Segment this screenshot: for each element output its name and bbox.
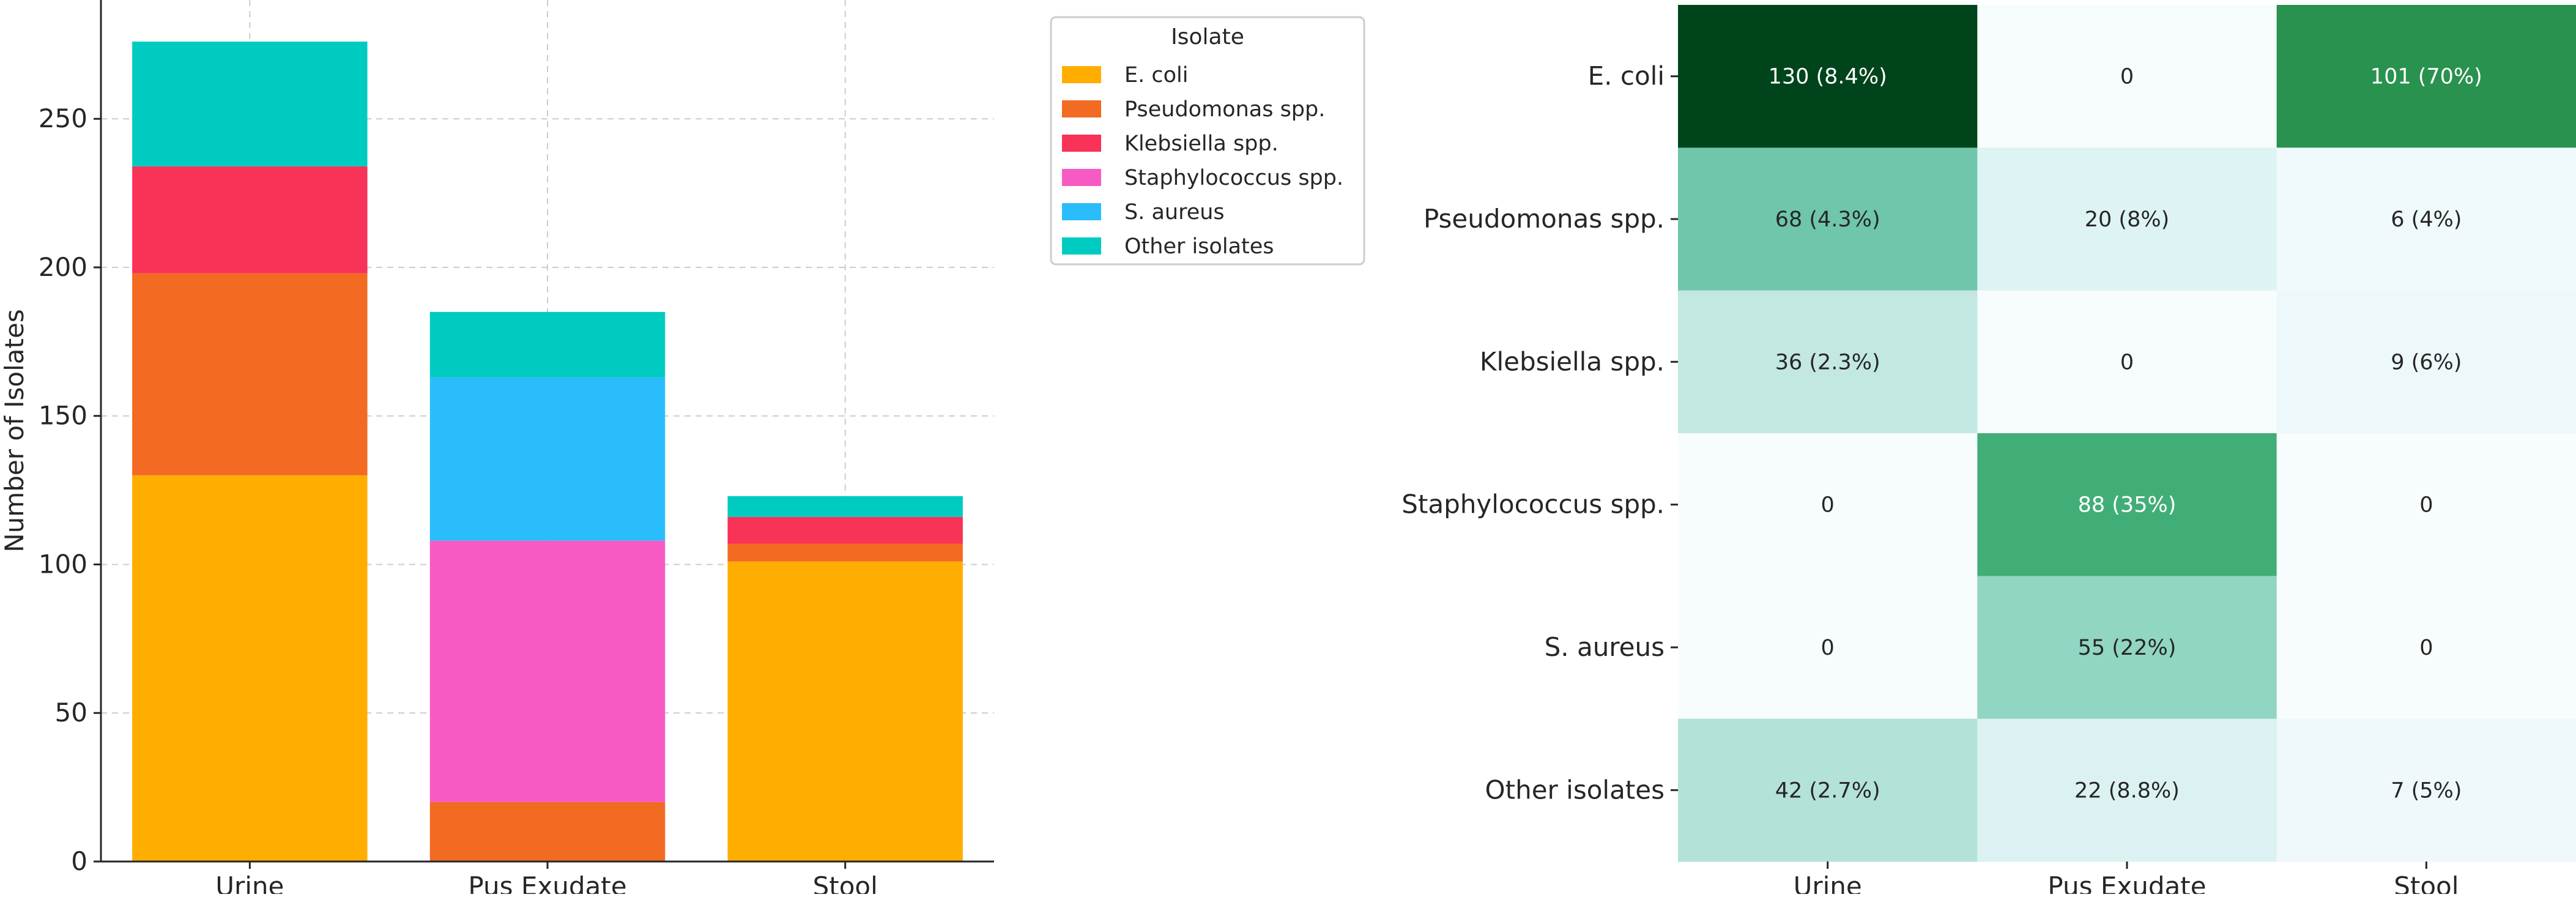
heatmap-cell: [1678, 576, 1978, 720]
heatmap-cell-label: 0: [2120, 65, 2134, 89]
heatmap-cell: [2276, 433, 2576, 576]
legend-swatch: [1062, 100, 1101, 117]
bars: [132, 41, 963, 862]
heatmap-cell: [1977, 290, 2277, 434]
bar-segment: [727, 543, 963, 562]
row-label: Pseudomonas spp.: [1423, 204, 1665, 234]
heatmap-cell: [1977, 718, 2277, 862]
heatmap-cell-label: 42 (2.7%): [1775, 778, 1880, 803]
heatmap-cell: [1977, 5, 2277, 148]
heatmap-cell-label: 101 (70%): [2370, 65, 2482, 89]
legend: Isolate E. coli Pseudomonas spp. Klebsiella…: [1050, 16, 1365, 266]
row-label: Other isolates: [1485, 775, 1665, 805]
x-tick-label: Urine: [215, 871, 284, 894]
bar-segment: [429, 311, 666, 378]
heatmap-cell-label: 9 (6%): [2391, 350, 2462, 374]
y-tick-label: 150: [39, 401, 87, 431]
heatmap-cells: 130 (8.4%) 0 101 (70%) 68 (4.3%) 20 (8%) 6 (4…: [1678, 5, 2576, 862]
heatmap-cell-label: 20 (8%): [2085, 207, 2170, 232]
heatmap-cell: [1678, 290, 1978, 434]
heatmap-cell-label: 55 (22%): [2078, 636, 2177, 660]
heatmap-cell: [1678, 5, 1978, 148]
heatmap-cell-label: 0: [1821, 493, 1835, 518]
bar-segment: [429, 377, 666, 541]
row-label: Klebsiella spp.: [1480, 346, 1665, 376]
bar-segment: [132, 475, 368, 862]
legend-swatch: [1062, 203, 1101, 220]
legend-label: Pseudomonas spp.: [1124, 97, 1325, 122]
y-tick-label: 0: [71, 846, 87, 876]
bar-segment: [132, 166, 368, 274]
y-tick-label: 50: [55, 698, 87, 728]
y-tick-label: 100: [39, 549, 87, 579]
heatmap-cell: [2276, 576, 2576, 720]
legend-frame: [1050, 16, 1365, 266]
stacked-bar-chart: 0 50 100 150 200 250 Urine Pus Exudate Stool Numb…: [0, 0, 994, 897]
heatmap-cell-label: 6 (4%): [2391, 207, 2462, 232]
heatmap-cell: [1678, 147, 1978, 291]
legend-swatch: [1062, 169, 1101, 186]
heatmap-cell-label: 0: [2419, 493, 2433, 518]
heatmap-cell-label: 0: [2120, 350, 2134, 374]
legend-label: S. aureus: [1124, 200, 1225, 225]
heatmap-cell: [2276, 5, 2576, 148]
column-label: Stool: [2394, 871, 2459, 894]
y-tick-label: 250: [39, 103, 87, 133]
heatmap-cell: [1977, 147, 2277, 291]
y-tick-label: 200: [39, 252, 87, 282]
row-label: E. coli: [1588, 61, 1665, 91]
heatmap-cell-label: 36 (2.3%): [1775, 350, 1880, 374]
heatmap-cell-label: 0: [1821, 636, 1835, 660]
bar-segment: [727, 496, 963, 517]
heatmap-cell-label: 88 (35%): [2078, 493, 2177, 518]
x-tick-label: Stool: [813, 871, 878, 894]
bar-segment: [132, 41, 368, 166]
heatmap-cell: [1977, 576, 2277, 720]
bar-segment: [727, 561, 963, 862]
heatmap-cell: [2276, 290, 2576, 434]
legend-swatch: [1062, 66, 1101, 83]
bar-segment: [132, 273, 368, 475]
legend-title: Isolate: [1171, 24, 1244, 50]
heatmap-cell: [2276, 147, 2576, 291]
row-label: S. aureus: [1545, 632, 1665, 662]
heatmap-cell: [1678, 433, 1978, 576]
legend-label: Klebsiella spp.: [1124, 132, 1279, 156]
legend-label: E. coli: [1124, 63, 1188, 87]
heatmap-cell-label: 130 (8.4%): [1769, 65, 1887, 89]
heatmap-cell-label: 22 (8.8%): [2074, 778, 2180, 803]
heatmap: 130 (8.4%) 0 101 (70%) 68 (4.3%) 20 (8%) 6 (4…: [1401, 5, 2576, 897]
heatmap-cell: [2276, 718, 2576, 862]
y-axis-title: Number of Isolates: [0, 309, 29, 552]
heatmap-cell: [1977, 433, 2277, 576]
bar-segment: [429, 540, 666, 802]
heatmap-cell: [1678, 718, 1978, 862]
legend-swatch: [1062, 135, 1101, 152]
legend-label: Other isolates: [1124, 234, 1274, 259]
bar-segment: [429, 802, 666, 862]
row-label: Staphylococcus spp.: [1401, 489, 1665, 519]
heatmap-cell-label: 7 (5%): [2391, 778, 2462, 803]
heatmap-cell-label: 0: [2419, 636, 2433, 660]
legend-swatch: [1062, 237, 1101, 255]
heatmap-cell-label: 68 (4.3%): [1775, 207, 1880, 232]
x-tick-label: Pus Exudate: [468, 871, 626, 894]
column-label: Pus Exudate: [2047, 871, 2206, 894]
legend-label: Staphylococcus spp.: [1124, 166, 1343, 190]
column-label: Urine: [1794, 871, 1862, 894]
bar-segment: [727, 516, 963, 544]
